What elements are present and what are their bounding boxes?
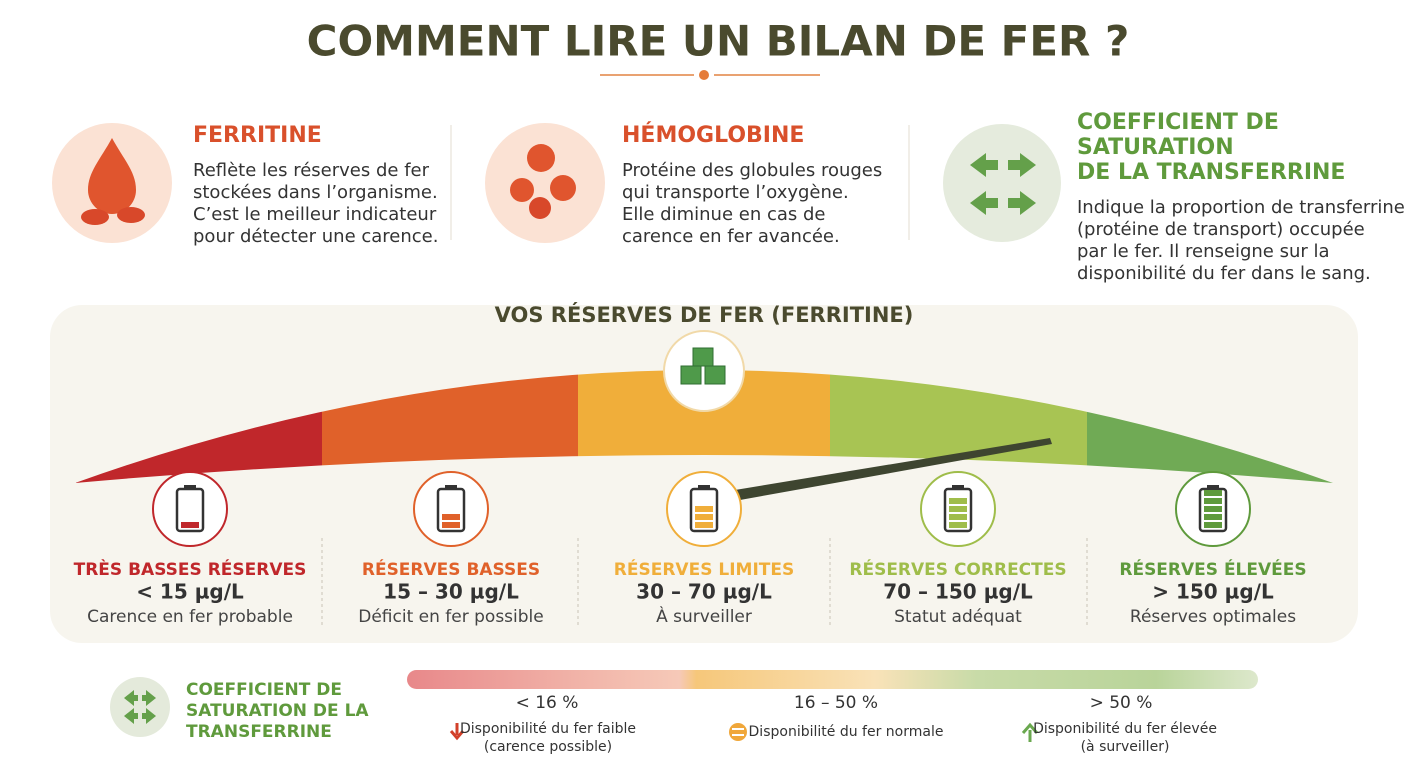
saturation-note: Disponibilité du fer faible bbox=[460, 721, 636, 737]
battery-body bbox=[436, 487, 466, 533]
battery-level bbox=[949, 498, 967, 504]
gauge-title: VOS RÉSERVES DE FER (FERRITINE) bbox=[495, 302, 914, 327]
card-title: DE LA TRANSFERRINE bbox=[1077, 160, 1345, 185]
level-note: Réserves optimales bbox=[1130, 607, 1296, 627]
battery-body bbox=[175, 487, 205, 533]
card-text: Reflète les réserves de fer bbox=[193, 160, 430, 181]
card-text: qui transporte l’oxygène. bbox=[622, 182, 849, 203]
battery-icons bbox=[152, 471, 1251, 547]
level-note: Statut adéquat bbox=[894, 607, 1022, 627]
card-text: carence en fer avancée. bbox=[622, 226, 840, 247]
battery-level bbox=[949, 514, 967, 520]
level-range: > 150 µg/L bbox=[1152, 580, 1274, 604]
battery-level bbox=[442, 522, 460, 528]
header-deco bbox=[600, 70, 820, 80]
gauge-needle bbox=[735, 438, 1052, 500]
level-dividers bbox=[321, 538, 1088, 628]
level-note: Déficit en fer possible bbox=[358, 607, 543, 627]
level-range: 15 – 30 µg/L bbox=[383, 580, 519, 604]
saturation-range: < 16 % bbox=[516, 693, 579, 713]
battery-level bbox=[695, 522, 713, 528]
card-title: COEFFICIENT DE bbox=[1077, 110, 1279, 135]
page-title: COMMENT LIRE UN BILAN DE FER ? bbox=[307, 17, 1130, 66]
battery-level bbox=[1204, 514, 1222, 520]
card-text: disponibilité du fer dans le sang. bbox=[1077, 263, 1371, 284]
card-icons bbox=[52, 123, 1061, 243]
level-label: RÉSERVES LIMITES bbox=[614, 558, 794, 580]
card-text: pour détecter une carence. bbox=[193, 226, 438, 247]
card-text: C’est le meilleur indicateur bbox=[193, 204, 437, 225]
battery-cap bbox=[952, 485, 964, 490]
battery-level bbox=[949, 522, 967, 528]
level-note: Carence en fer probable bbox=[87, 607, 293, 627]
level-range: 70 – 150 µg/L bbox=[883, 580, 1033, 604]
level-label: RÉSERVES CORRECTES bbox=[849, 558, 1066, 580]
battery-cap bbox=[445, 485, 457, 490]
card-text: Protéine des globules rouges bbox=[622, 160, 882, 181]
level-label: TRÈS BASSES RÉSERVES bbox=[74, 558, 307, 580]
card-text: Indique la proportion de transferrine bbox=[1077, 197, 1405, 218]
battery-level bbox=[442, 514, 460, 520]
saturation-note: Disponibilité du fer normale bbox=[749, 724, 944, 740]
card-title: SATURATION bbox=[1077, 135, 1234, 160]
saturation-title: COEFFICIENT DE bbox=[186, 680, 342, 700]
battery-cap bbox=[698, 485, 710, 490]
battery-cap bbox=[1207, 485, 1219, 490]
battery-cap bbox=[184, 485, 196, 490]
battery-level bbox=[181, 522, 199, 528]
gauge-icon bbox=[663, 330, 745, 412]
saturation-note: (à surveiller) bbox=[1081, 739, 1170, 755]
saturation-deco bbox=[110, 670, 1258, 742]
saturation-title: SATURATION DE LA bbox=[186, 701, 369, 721]
card-title: FERRITINE bbox=[193, 123, 322, 148]
saturation-title: TRANSFERRINE bbox=[186, 722, 332, 742]
battery-level bbox=[949, 506, 967, 512]
saturation-range: > 50 % bbox=[1090, 693, 1153, 713]
card-text: (protéine de transport) occupée bbox=[1077, 219, 1365, 240]
saturation-range: 16 – 50 % bbox=[794, 693, 878, 713]
battery-level bbox=[1204, 522, 1222, 528]
battery-level bbox=[695, 506, 713, 512]
level-range: 30 – 70 µg/L bbox=[636, 580, 772, 604]
saturation-note: (carence possible) bbox=[484, 739, 612, 755]
saturation-note: Disponibilité du fer élevée bbox=[1033, 721, 1217, 737]
battery-level bbox=[695, 514, 713, 520]
card-title: HÉMOGLOBINE bbox=[622, 122, 804, 148]
level-label: RÉSERVES ÉLEVÉES bbox=[1119, 558, 1306, 580]
level-label: RÉSERVES BASSES bbox=[362, 558, 540, 580]
card-text: Elle diminue en cas de bbox=[622, 204, 825, 225]
battery-level bbox=[1204, 490, 1222, 496]
card-text: par le fer. Il renseigne sur la bbox=[1077, 241, 1330, 262]
card-text: stockées dans l’organisme. bbox=[193, 182, 438, 203]
level-range: < 15 µg/L bbox=[136, 580, 244, 604]
level-note: À surveiller bbox=[656, 605, 752, 627]
battery-level bbox=[1204, 506, 1222, 512]
battery-level bbox=[1204, 498, 1222, 504]
